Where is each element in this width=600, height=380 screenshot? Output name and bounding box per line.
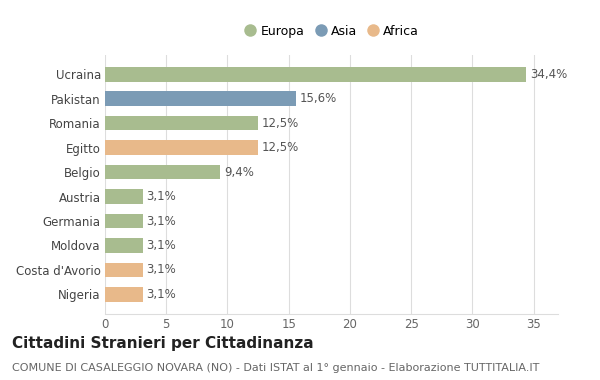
Bar <box>105 238 143 253</box>
Bar <box>105 263 143 277</box>
Text: 3,1%: 3,1% <box>146 288 176 301</box>
Bar <box>105 165 220 179</box>
Text: 34,4%: 34,4% <box>530 68 567 81</box>
Text: 12,5%: 12,5% <box>262 117 299 130</box>
Bar <box>105 140 258 155</box>
Text: 3,1%: 3,1% <box>146 214 176 228</box>
Bar <box>105 214 143 228</box>
Bar <box>105 287 143 302</box>
Text: 12,5%: 12,5% <box>262 141 299 154</box>
Text: 3,1%: 3,1% <box>146 263 176 276</box>
Text: 3,1%: 3,1% <box>146 190 176 203</box>
Bar <box>105 189 143 204</box>
Bar <box>105 91 296 106</box>
Text: Cittadini Stranieri per Cittadinanza: Cittadini Stranieri per Cittadinanza <box>12 336 314 351</box>
Bar <box>105 116 258 130</box>
Text: COMUNE DI CASALEGGIO NOVARA (NO) - Dati ISTAT al 1° gennaio - Elaborazione TUTTI: COMUNE DI CASALEGGIO NOVARA (NO) - Dati … <box>12 363 539 373</box>
Legend: Europa, Asia, Africa: Europa, Asia, Africa <box>239 20 424 43</box>
Text: 3,1%: 3,1% <box>146 239 176 252</box>
Text: 15,6%: 15,6% <box>299 92 337 105</box>
Text: 9,4%: 9,4% <box>224 166 254 179</box>
Bar <box>105 67 526 82</box>
